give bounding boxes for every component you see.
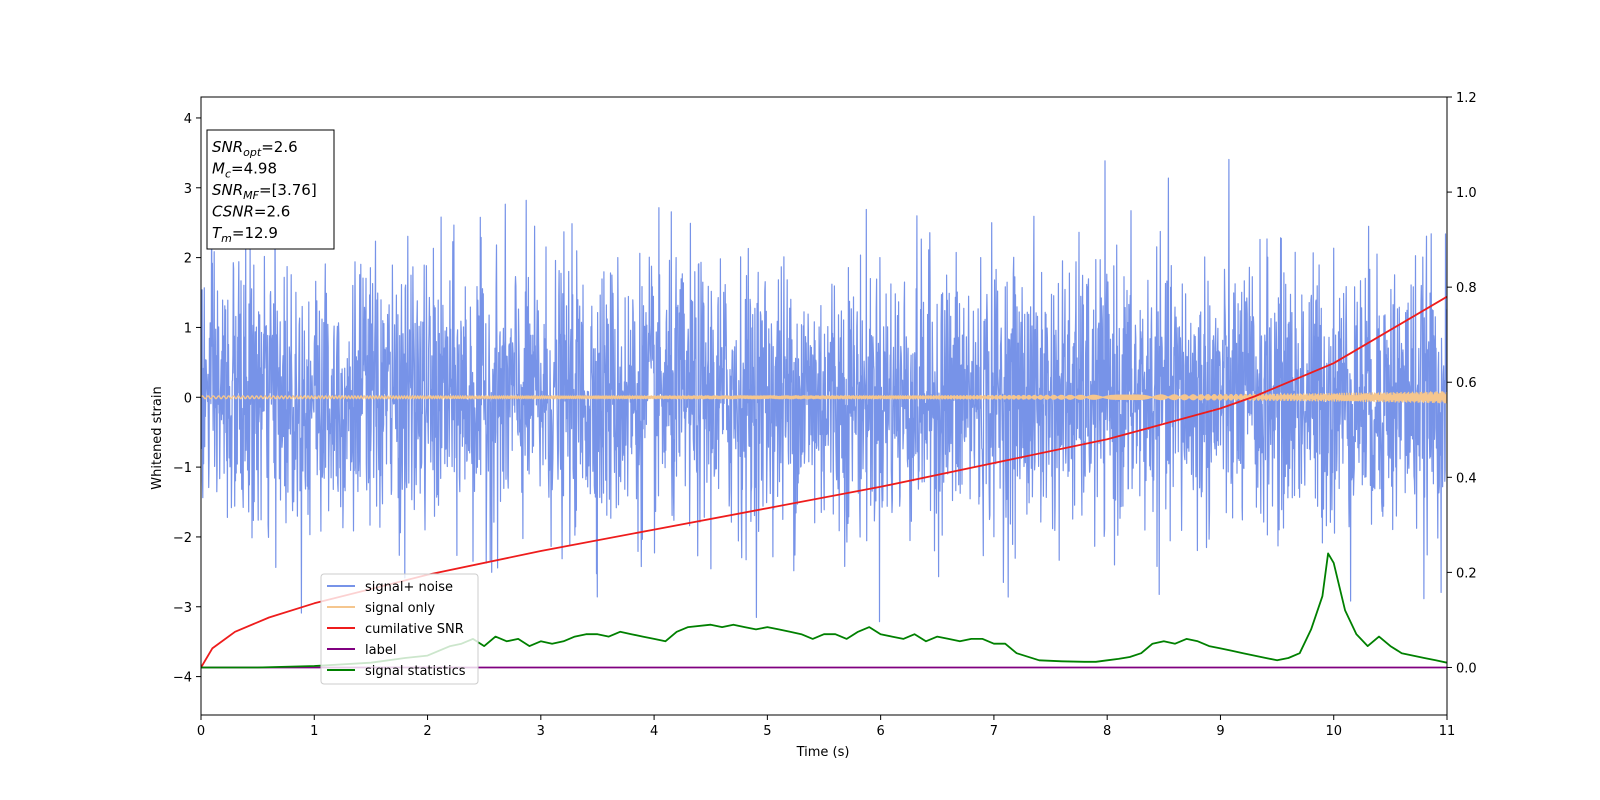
- info-line: SNRopt=2.6: [212, 138, 298, 159]
- series-line-signal-statistics: [201, 552, 1447, 669]
- x-tick-label: 6: [876, 724, 884, 739]
- series-line-signal-only: [201, 391, 1447, 404]
- axes-frame: [200, 96, 1448, 716]
- info-line: Mc=4.98: [212, 160, 277, 181]
- y2-tick-label: 1.0: [1456, 186, 1477, 201]
- info-box-frame: [206, 129, 335, 250]
- legend-label: signal only: [365, 601, 435, 616]
- info-line: SNRMF=[3.76]: [212, 181, 317, 202]
- info-line: Tm=12.9: [212, 224, 278, 245]
- legend: signal+ noise signal only cumilative SNR la…: [320, 573, 479, 685]
- legend-frame: [320, 573, 479, 685]
- x-tick-label: 0: [197, 724, 205, 739]
- y-tick-label: −3: [173, 601, 192, 616]
- y2-tick-label: 0.4: [1456, 471, 1477, 486]
- y2-tick-label: 0.2: [1456, 566, 1477, 581]
- y-tick-label: 0: [184, 391, 192, 406]
- x-tick-label: 8: [1103, 724, 1111, 739]
- y-tick-label: −4: [173, 671, 192, 686]
- axes: 0 1 2 3 4 5 6 7 8 9 10 1143210−1−2−3−41.21.00.80.60…: [173, 91, 1477, 739]
- legend-label: label: [365, 643, 396, 658]
- y-tick-label: −2: [173, 531, 192, 546]
- y-tick-label: 3: [184, 182, 192, 197]
- y2-tick-label: 1.2: [1456, 91, 1477, 106]
- y2-tick-label: 0.8: [1456, 281, 1477, 296]
- x-axis-label: Time (s): [796, 745, 850, 760]
- x-tick-label: 3: [537, 724, 545, 739]
- x-tick-label: 5: [763, 724, 771, 739]
- y-tick-label: 4: [184, 112, 192, 127]
- series-line-cumilative-snr: [201, 295, 1447, 668]
- y-tick-label: 1: [184, 321, 192, 336]
- legend-label: signal+ noise: [365, 580, 453, 595]
- y2-tick-label: 0.0: [1456, 661, 1477, 676]
- x-tick-label: 4: [650, 724, 658, 739]
- y-tick-label: 2: [184, 252, 192, 267]
- x-tick-label: 9: [1216, 724, 1224, 739]
- legend-label: cumilative SNR: [365, 622, 464, 637]
- x-tick-label: 11: [1439, 724, 1456, 739]
- legend-label: signal statistics: [365, 664, 466, 679]
- y2-tick-label: 0.6: [1456, 376, 1477, 391]
- x-tick-label: 7: [990, 724, 998, 739]
- x-tick-label: 10: [1325, 724, 1342, 739]
- y-axis-label: Whitened strain: [150, 386, 165, 489]
- x-tick-label: 2: [423, 724, 431, 739]
- info-line: CSNR=2.6: [212, 203, 290, 221]
- y-tick-label: −1: [173, 461, 192, 476]
- x-tick-label: 1: [310, 724, 318, 739]
